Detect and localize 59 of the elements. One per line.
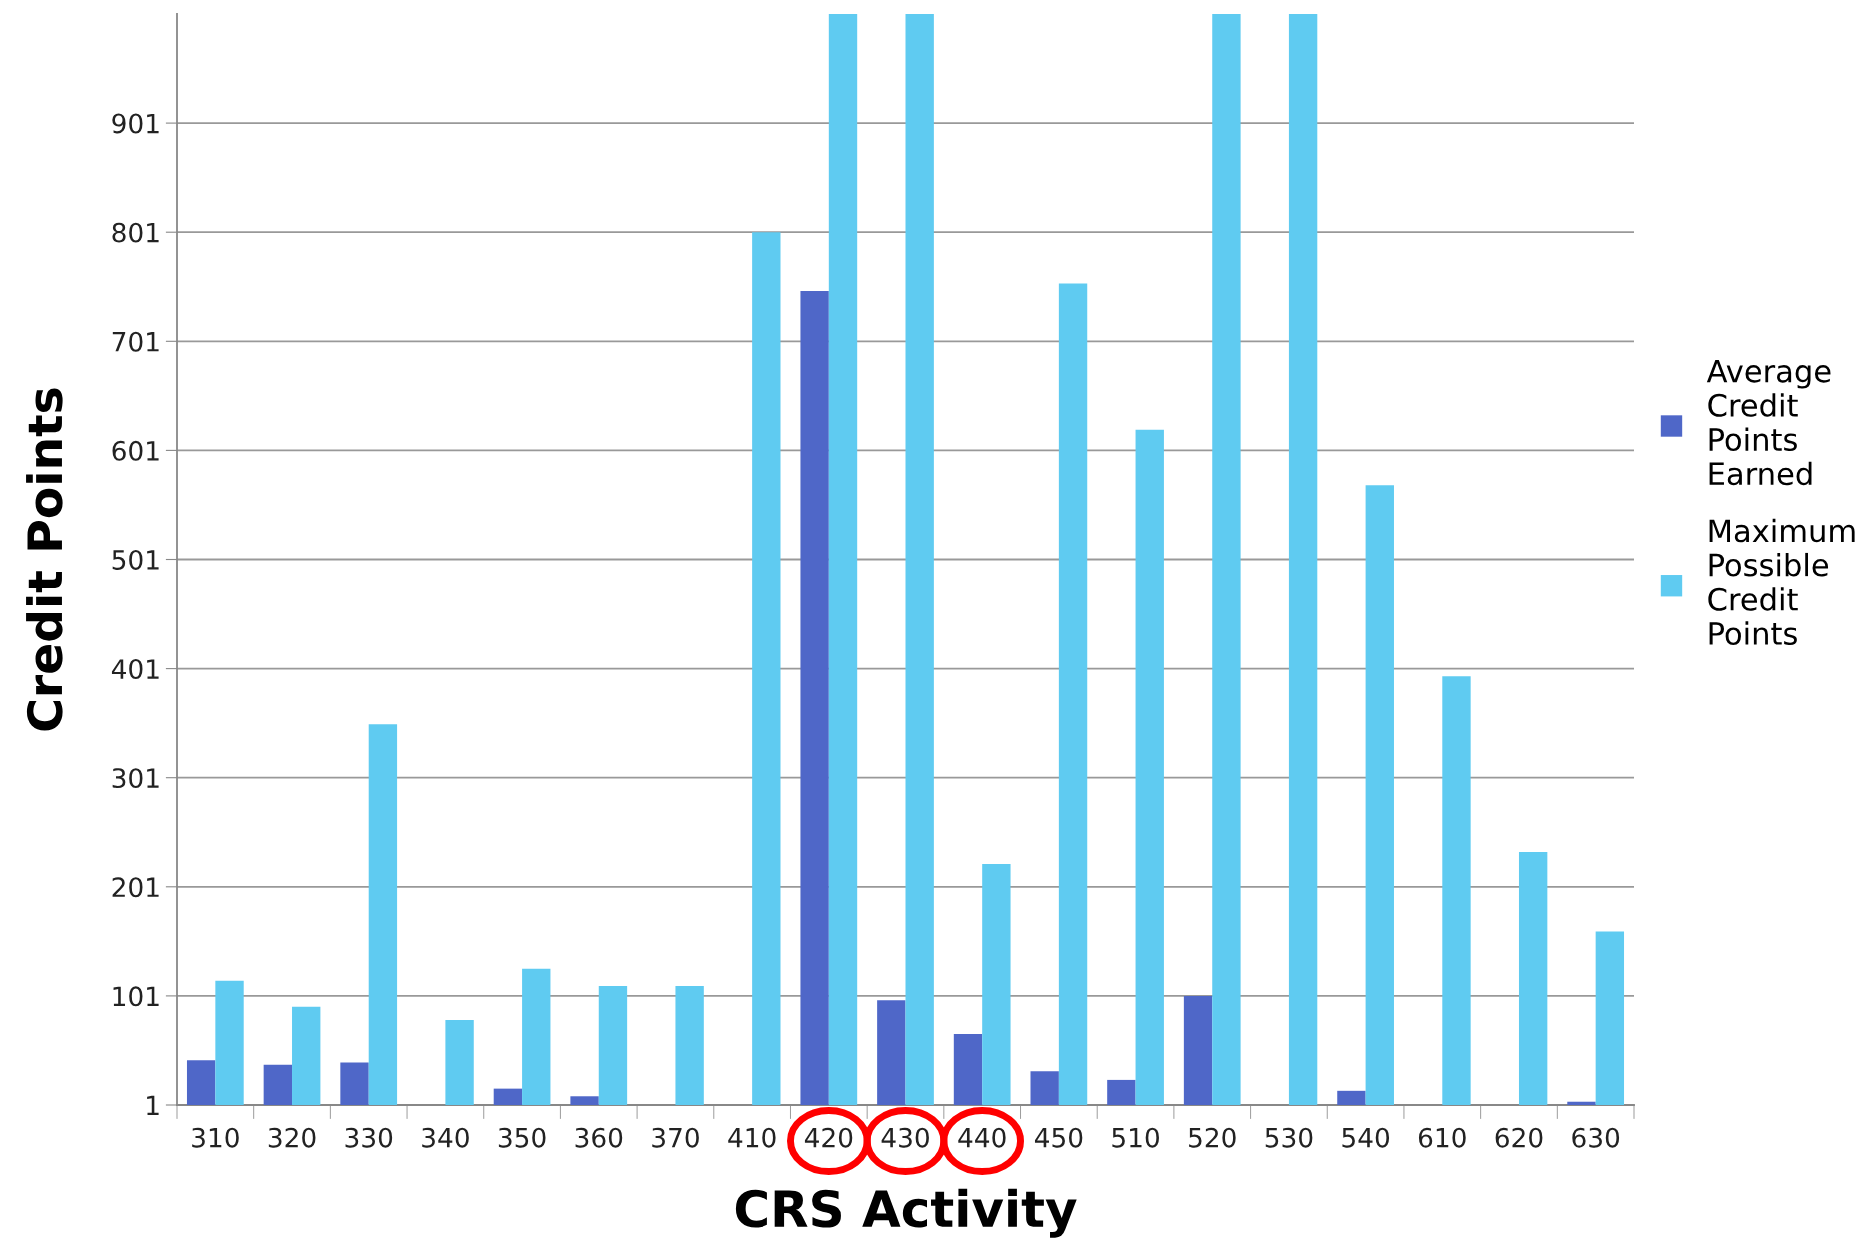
bar — [1442, 676, 1471, 1105]
x-tick-label: 440 — [958, 1127, 1006, 1148]
bar — [1135, 429, 1164, 1105]
bar — [570, 1096, 599, 1105]
x-tick-label: 310 — [192, 1127, 239, 1148]
bar — [1107, 1079, 1136, 1105]
bar — [1212, 14, 1241, 1105]
bar — [1595, 931, 1625, 1105]
bar — [1030, 1071, 1059, 1105]
y-tick-label: 101 — [113, 986, 159, 1007]
x-tick-label: 620 — [1495, 1127, 1543, 1148]
x-tick-label: 510 — [1112, 1127, 1159, 1148]
bar — [186, 1060, 216, 1105]
y-axis-title: Credit Points — [26, 388, 63, 731]
y-tick-label: 701 — [112, 331, 159, 352]
legend-label: Average Credit Points Earned — [1706, 359, 1831, 486]
bar — [292, 1006, 321, 1105]
y-tick-label: 301 — [112, 768, 159, 789]
bar — [1518, 851, 1548, 1105]
x-tick-label: 530 — [1265, 1127, 1313, 1148]
x-tick-label: 410 — [728, 1127, 776, 1148]
y-tick-label: 901 — [112, 113, 159, 134]
bar — [1337, 1090, 1366, 1105]
x-axis-title: CRS Activity — [735, 1188, 1077, 1238]
y-tick-label: 401 — [111, 659, 159, 679]
x-tick-label: 610 — [1418, 1127, 1466, 1148]
bar — [598, 986, 628, 1105]
bar — [1567, 1101, 1596, 1105]
y-tick-label: 201 — [112, 877, 159, 898]
x-tick-label: 360 — [575, 1127, 623, 1148]
y-tick-label: 501 — [112, 549, 159, 570]
x-tick-label: 540 — [1342, 1127, 1390, 1148]
bar — [368, 724, 398, 1105]
x-tick-label: 340 — [422, 1127, 469, 1148]
y-tick-label: 601 — [112, 440, 159, 461]
x-tick-label: 350 — [498, 1127, 546, 1148]
bar — [215, 980, 244, 1105]
bar — [340, 1062, 369, 1105]
bar — [522, 968, 551, 1105]
x-tick-label: 320 — [268, 1127, 316, 1148]
x-tick-label: 330 — [345, 1127, 393, 1148]
bar — [445, 1019, 474, 1105]
bar — [493, 1088, 523, 1105]
y-tick-label: 801 — [112, 222, 159, 243]
x-tick-label: 450 — [1034, 1127, 1083, 1148]
x-tick-label: 430 — [881, 1127, 929, 1148]
bar — [1183, 995, 1213, 1105]
bar — [1365, 485, 1394, 1105]
bar — [752, 232, 781, 1105]
legend-label: Maximum Possible Credit Points — [1708, 518, 1855, 645]
y-tick-label: 1 — [147, 1095, 159, 1116]
x-tick-label: 370 — [652, 1127, 699, 1148]
bar — [263, 1064, 293, 1105]
bar — [1058, 283, 1088, 1105]
bar — [1288, 14, 1318, 1105]
x-tick-label: 520 — [1189, 1127, 1236, 1148]
x-tick-label: 630 — [1572, 1127, 1620, 1148]
x-tick-label: 420 — [804, 1127, 853, 1148]
bar — [675, 986, 704, 1105]
